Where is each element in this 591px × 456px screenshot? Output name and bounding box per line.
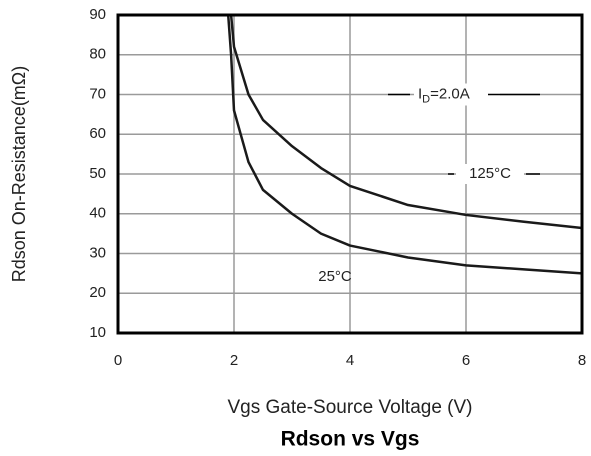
y-tick-label: 20 xyxy=(89,284,106,301)
annotation: ID=2.0A xyxy=(418,85,470,105)
y-axis-label: Rdson On-Resistance(mΩ) xyxy=(9,66,29,283)
y-tick-label: 90 xyxy=(89,6,106,23)
x-tick-label: 4 xyxy=(346,352,354,369)
x-tick-label: 6 xyxy=(462,352,470,369)
x-axis-label: Vgs Gate-Source Voltage (V) xyxy=(227,397,472,418)
annotation-part: =2.0A xyxy=(430,85,470,102)
x-tick-label: 0 xyxy=(114,352,122,369)
y-tick-label: 50 xyxy=(89,165,106,182)
y-tick-label: 60 xyxy=(89,125,106,142)
annotation-part: I xyxy=(418,85,422,102)
y-tick-label: 80 xyxy=(89,46,106,63)
series-label: 125°C xyxy=(469,165,511,182)
x-tick-label: 2 xyxy=(230,352,238,369)
line-series xyxy=(229,15,582,230)
label-background xyxy=(414,83,500,106)
line-series xyxy=(226,15,582,275)
plot-border xyxy=(116,13,584,335)
chart-title: Rdson vs Vgs xyxy=(281,428,420,451)
annotation-part: D xyxy=(422,93,430,105)
y-tick-label: 10 xyxy=(89,324,106,341)
y-tick-label: 40 xyxy=(89,205,106,222)
series-label: 25°C xyxy=(318,268,352,285)
y-tick-label: 70 xyxy=(89,85,106,102)
label-background xyxy=(456,164,524,184)
x-tick-label: 8 xyxy=(578,352,586,369)
y-tick-label: 30 xyxy=(89,244,106,261)
